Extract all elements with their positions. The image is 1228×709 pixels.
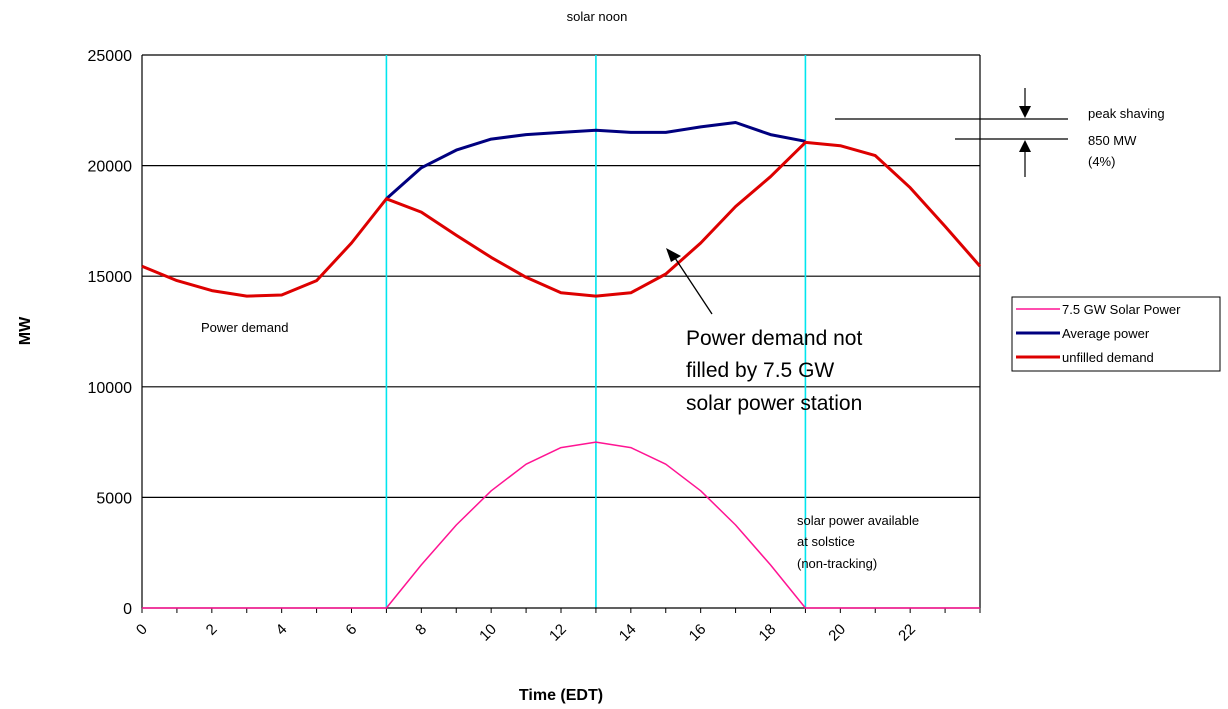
legend: 7.5 GW Solar Power Average power unfille… bbox=[1011, 296, 1221, 372]
x-ticks: 0 2 4 6 8 10 12 14 16 18 20 22 bbox=[133, 608, 981, 645]
peak-arrow-down-head bbox=[1019, 106, 1031, 118]
y-tick-label: 25000 bbox=[88, 48, 133, 65]
peak-shaving-line-1: peak shaving bbox=[1088, 106, 1165, 121]
y-tick-label: 5000 bbox=[96, 490, 132, 507]
not-filled-arrow-head bbox=[666, 248, 681, 262]
not-filled-line-1: Power demand not bbox=[686, 327, 862, 350]
x-tick-label: 12 bbox=[546, 621, 570, 645]
solar-available-annotation: solar power available at solstice (non-t… bbox=[797, 513, 919, 571]
x-tick-label: 8 bbox=[412, 621, 430, 639]
x-tick-label: 4 bbox=[273, 621, 291, 639]
x-tick-label: 2 bbox=[203, 621, 221, 639]
solar-available-line-3: (non-tracking) bbox=[797, 556, 877, 571]
x-tick-label: 22 bbox=[895, 621, 919, 645]
solar-available-line-2: at solstice bbox=[797, 534, 855, 549]
y-tick-label: 10000 bbox=[88, 380, 133, 397]
legend-label-unfilled: unfilled demand bbox=[1062, 350, 1154, 365]
legend-label-average: Average power bbox=[1062, 326, 1150, 341]
y-ticks: 0 5000 10000 15000 20000 25000 bbox=[88, 48, 133, 618]
y-tick-label: 20000 bbox=[88, 159, 133, 176]
y-tick-label: 15000 bbox=[88, 269, 133, 286]
x-tick-label: 14 bbox=[616, 621, 640, 645]
not-filled-line-2: filled by 7.5 GW bbox=[686, 359, 834, 382]
x-tick-label: 18 bbox=[756, 621, 780, 645]
x-tick-label: 10 bbox=[476, 621, 500, 645]
x-tick-label: 6 bbox=[342, 621, 360, 639]
x-axis-title: Time (EDT) bbox=[519, 687, 603, 704]
series-line-7-5-gw-solar-power bbox=[142, 441, 980, 609]
y-tick-label: 0 bbox=[123, 601, 132, 618]
not-filled-annotation: Power demand not filled by 7.5 GW solar … bbox=[666, 248, 862, 415]
peak-shaving-line-2: 850 MW bbox=[1088, 133, 1137, 148]
not-filled-arrow-line bbox=[674, 257, 713, 315]
peak-shaving-line-3: (4%) bbox=[1088, 154, 1115, 169]
solar-noon-label: solar noon bbox=[567, 9, 628, 24]
series-group bbox=[141, 121, 982, 609]
y-axis-title: MW bbox=[17, 316, 34, 345]
series-line-unfilled-demand bbox=[141, 140, 982, 298]
power-demand-label: Power demand bbox=[201, 320, 288, 335]
x-tick-label: 16 bbox=[686, 621, 710, 645]
solar-reference-lines bbox=[385, 55, 807, 608]
x-tick-label: 20 bbox=[825, 621, 849, 645]
x-tick-label: 0 bbox=[133, 621, 151, 639]
series-line-average-power bbox=[385, 121, 806, 200]
legend-label-solar: 7.5 GW Solar Power bbox=[1062, 302, 1181, 317]
peak-shaving-annotation: peak shaving 850 MW (4%) bbox=[835, 88, 1165, 177]
peak-arrow-up-head bbox=[1019, 140, 1031, 152]
not-filled-line-3: solar power station bbox=[686, 392, 862, 415]
solar-available-line-1: solar power available bbox=[797, 513, 919, 528]
grid bbox=[142, 54, 981, 608]
